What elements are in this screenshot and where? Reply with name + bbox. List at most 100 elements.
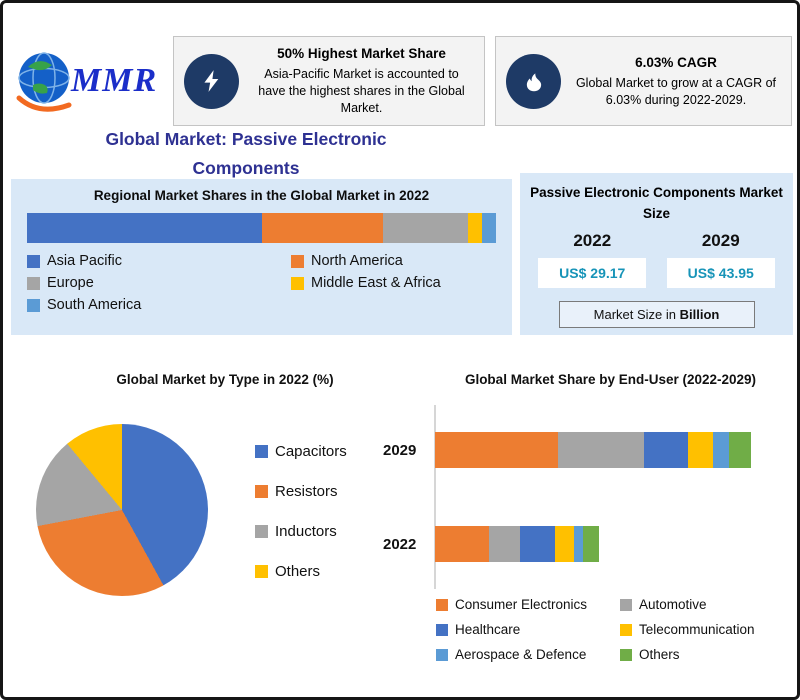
legend-item-asia-pacific: Asia Pacific [27,253,291,269]
bar-segment-consumer-electronics [435,526,489,562]
market-size-2022-value: US$ 29.17 [538,257,647,288]
legend-swatch-consumer-electronics [436,598,448,611]
legend-label: Asia Pacific [47,253,122,269]
bar-segment-healthcare [643,432,688,468]
legend-swatch-telecommunication [620,623,632,636]
legend-label: Consumer Electronics [455,597,588,612]
legend-item-healthcare: Healthcare [436,622,620,637]
legend-swatch-asia-pacific [27,254,40,268]
year-2022-label: 2022 [573,230,612,250]
legend-item-consumer-electronics: Consumer Electronics [436,597,620,612]
highlight-box-texts: 50% Highest Market Share Asia-Pacific Ma… [249,45,474,117]
bar-segment-automotive [558,432,644,468]
enduser-legend: Consumer Electronics Automotive Healthcare… [436,597,793,662]
bar-segment-south-america [481,213,496,243]
pie-chart-title: Global Market by Type in 2022 (%) [116,372,334,387]
regional-panel: Regional Market Shares in the Global Mar… [11,179,512,335]
enduser-bar-2022 [435,526,751,562]
legend-label: North America [311,253,403,269]
legend-label: Aerospace & Defence [455,647,587,662]
legend-item-middle-east-africa: Middle East & Africa [291,275,496,291]
legend-label: Inductors [275,523,337,540]
legend-swatch-others [620,648,632,661]
bar-segment-europe [383,213,468,243]
legend-swatch-inductors [255,525,268,538]
highlight-title: 6.03% CAGR [635,54,717,70]
market-size-panel: Passive Electronic Components Market Siz… [520,173,793,335]
highlight-box-cagr: 6.03% CAGR Global Market to grow at a CA… [495,36,792,126]
legend-swatch-capacitors [255,445,268,458]
legend-swatch-healthcare [436,623,448,636]
market-size-years: 2022 2029 [528,231,785,251]
bar-segment-others [728,432,751,468]
legend-item-inductors: Inductors [255,523,347,540]
legend-item-aerospace-defence: Aerospace & Defence [436,647,620,662]
highlight-box-texts: 6.03% CAGR Global Market to grow at a CA… [571,54,781,109]
legend-swatch-automotive [620,598,632,611]
regional-legend: Asia Pacific North America Europe Middle Ea… [27,253,496,313]
bar-segment-telecommunication [555,526,575,562]
legend-item-telecommunication: Telecommunication [620,622,793,637]
enduser-row-2022: 2022 [383,526,795,562]
lightning-bolt-icon [184,53,239,109]
type-pie-chart [36,424,208,596]
legend-item-south-america: South America [27,297,291,313]
highlight-box-market-share: 50% Highest Market Share Asia-Pacific Ma… [173,36,485,126]
legend-label: Telecommunication [639,622,755,637]
legend-label: Others [275,563,321,580]
legend-item-europe: Europe [27,275,291,291]
legend-label: Europe [47,275,94,291]
bar-segment-middle-east-africa [467,213,482,243]
legend-label: Healthcare [455,622,521,637]
legend-label: Automotive [639,597,707,612]
legend-swatch-aerospace-defence [436,648,448,661]
legend-label: Middle East & Africa [311,275,441,291]
legend-label: Resistors [275,483,338,500]
legend-item-automotive: Automotive [620,597,793,612]
legend-swatch-others [255,565,268,578]
legend-swatch-middle-east-africa [291,276,304,290]
enduser-category-2029: 2029 [383,441,417,459]
regional-stacked-bar [27,213,496,243]
bar-segment-aerospace-defence [713,432,729,468]
market-size-2029-value: US$ 43.95 [666,257,775,288]
highlight-body: Asia-Pacific Market is accounted to have… [258,67,465,116]
enduser-bar-2029 [435,432,751,468]
flame-icon [506,53,561,109]
enduser-rows: 2029 2022 [383,403,795,591]
enduser-category-2022: 2022 [383,535,417,553]
enduser-chart: 2029 2022 [383,403,795,591]
logo-text: MMR [71,62,158,99]
legend-swatch-europe [27,276,40,290]
bar-segment-others [583,526,600,562]
bar-segment-consumer-electronics [435,432,559,468]
globe-icon [16,52,72,112]
bar-segment-asia-pacific [27,213,262,243]
enduser-row-2029: 2029 [383,432,795,468]
legend-swatch-south-america [27,298,40,312]
enduser-axis-line [434,405,436,589]
bar-segment-automotive [488,526,521,562]
page-title: Global Market: Passive Electronic Compon… [105,129,387,178]
legend-item-others: Others [620,647,793,662]
enduser-chart-title: Global Market Share by End-User (2022-20… [464,372,757,387]
legend-item-capacitors: Capacitors [255,443,347,460]
legend-label: Capacitors [275,443,347,460]
highlight-body: Global Market to grow at a CAGR of 6.03%… [575,75,777,107]
market-size-note: Market Size in Billion [558,300,755,328]
legend-item-north-america: North America [291,253,496,269]
pie-legend: Capacitors Resistors Inductors Others [255,443,347,580]
market-size-values: US$ 29.17 US$ 43.95 [528,257,785,288]
bar-segment-north-america [261,213,384,243]
note-prefix: Market Size in [593,306,680,322]
legend-item-resistors: Resistors [255,483,347,500]
year-2029-label: 2029 [701,230,740,250]
mmr-logo: MMR [13,41,178,121]
bar-segment-aerospace-defence [574,526,584,562]
bar-segment-healthcare [520,526,556,562]
legend-label: Others [639,647,680,662]
bar-segment-telecommunication [687,432,714,468]
legend-swatch-resistors [255,485,268,498]
highlight-title: 50% Highest Market Share [277,46,446,62]
